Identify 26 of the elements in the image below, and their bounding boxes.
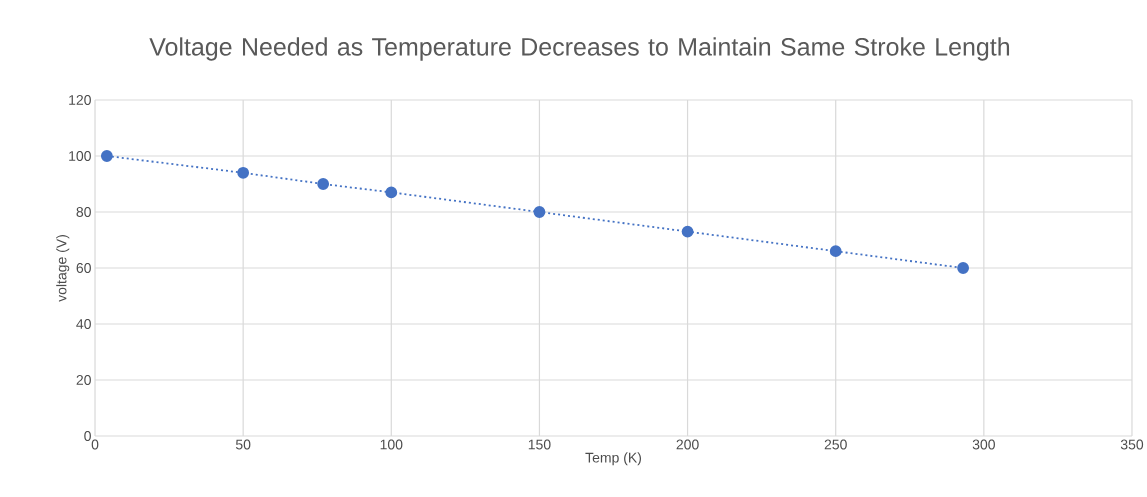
x-axis-title: Temp (K): [585, 452, 642, 466]
point: [829, 245, 842, 258]
point: [237, 166, 250, 179]
x-tick-label: 0: [91, 439, 99, 450]
x-tick-label: 50: [235, 439, 251, 450]
x-tick-label: 300: [972, 439, 995, 450]
x-tick-label: 200: [676, 439, 699, 450]
y-tick-label: 60: [76, 263, 91, 273]
y-tick-label: 120: [69, 95, 91, 105]
point: [957, 262, 970, 274]
y-axis-title: voltage (V): [56, 235, 70, 302]
x-tick-label: 100: [380, 439, 403, 450]
y-tick-label: 20: [76, 375, 91, 385]
point: [385, 186, 398, 199]
x-tick-label: 150: [528, 439, 551, 450]
chart-title: Voltage Needed as Temperature Decreases to Maintain Same Stroke Length: [149, 37, 1010, 61]
y-tick-label: 40: [76, 319, 91, 329]
point: [100, 150, 113, 162]
x-tick-label: 250: [824, 439, 847, 450]
point: [681, 225, 694, 238]
y-tick-label: 80: [76, 207, 91, 217]
point: [317, 178, 330, 190]
y-tick-label: 100: [69, 151, 91, 161]
y-tick-label: 0: [84, 431, 91, 441]
x-tick-label: 350: [1120, 439, 1144, 450]
point: [533, 206, 546, 218]
